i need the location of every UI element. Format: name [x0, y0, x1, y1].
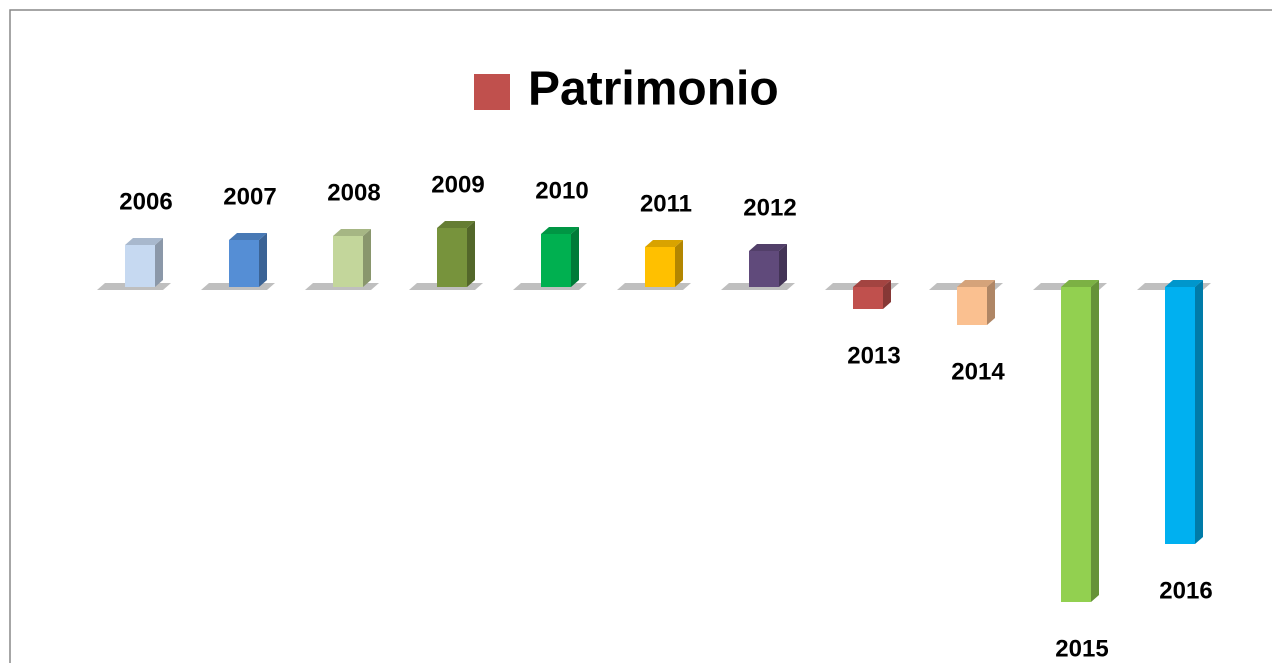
bar-top [437, 221, 475, 228]
bar-side [259, 233, 267, 287]
category-label: 2006 [119, 188, 172, 215]
bar-top [1165, 280, 1203, 287]
category-label: 2016 [1159, 577, 1212, 604]
category-label: 2010 [535, 177, 588, 204]
bar [125, 245, 155, 287]
bar [333, 236, 363, 287]
bar [853, 287, 883, 309]
category-label: 2007 [223, 183, 276, 210]
bar-side [675, 240, 683, 287]
bar [229, 240, 259, 287]
bar [645, 247, 675, 287]
bar-side [571, 227, 579, 287]
bar-side [779, 244, 787, 287]
legend-swatch [474, 74, 510, 110]
legend-label: Patrimonio [528, 63, 779, 116]
bar-side [883, 280, 891, 309]
bar-top [853, 280, 891, 287]
category-label: 2011 [640, 190, 692, 217]
bar-top [957, 280, 995, 287]
category-label: 2015 [1055, 635, 1108, 662]
category-label: 2008 [327, 179, 380, 206]
bar [749, 251, 779, 287]
category-label: 2009 [431, 171, 484, 198]
bar-side [987, 280, 995, 325]
bar-top [229, 233, 267, 240]
bar [957, 287, 987, 325]
bar-top [645, 240, 683, 247]
bar-top [541, 227, 579, 234]
bar-side [363, 229, 371, 287]
bar-side [467, 221, 475, 287]
bar-top [749, 244, 787, 251]
bar [541, 234, 571, 287]
bar-top [333, 229, 371, 236]
bar [1061, 287, 1091, 602]
category-label: 2014 [951, 358, 1005, 385]
bar-top [1061, 280, 1099, 287]
bar [437, 228, 467, 287]
bar [1165, 287, 1195, 544]
category-label: 2013 [847, 342, 900, 369]
category-label: 2012 [743, 194, 796, 221]
bar-side [1195, 280, 1203, 544]
bar-top [125, 238, 163, 245]
bar-side [155, 238, 163, 287]
bar-side [1091, 280, 1099, 602]
